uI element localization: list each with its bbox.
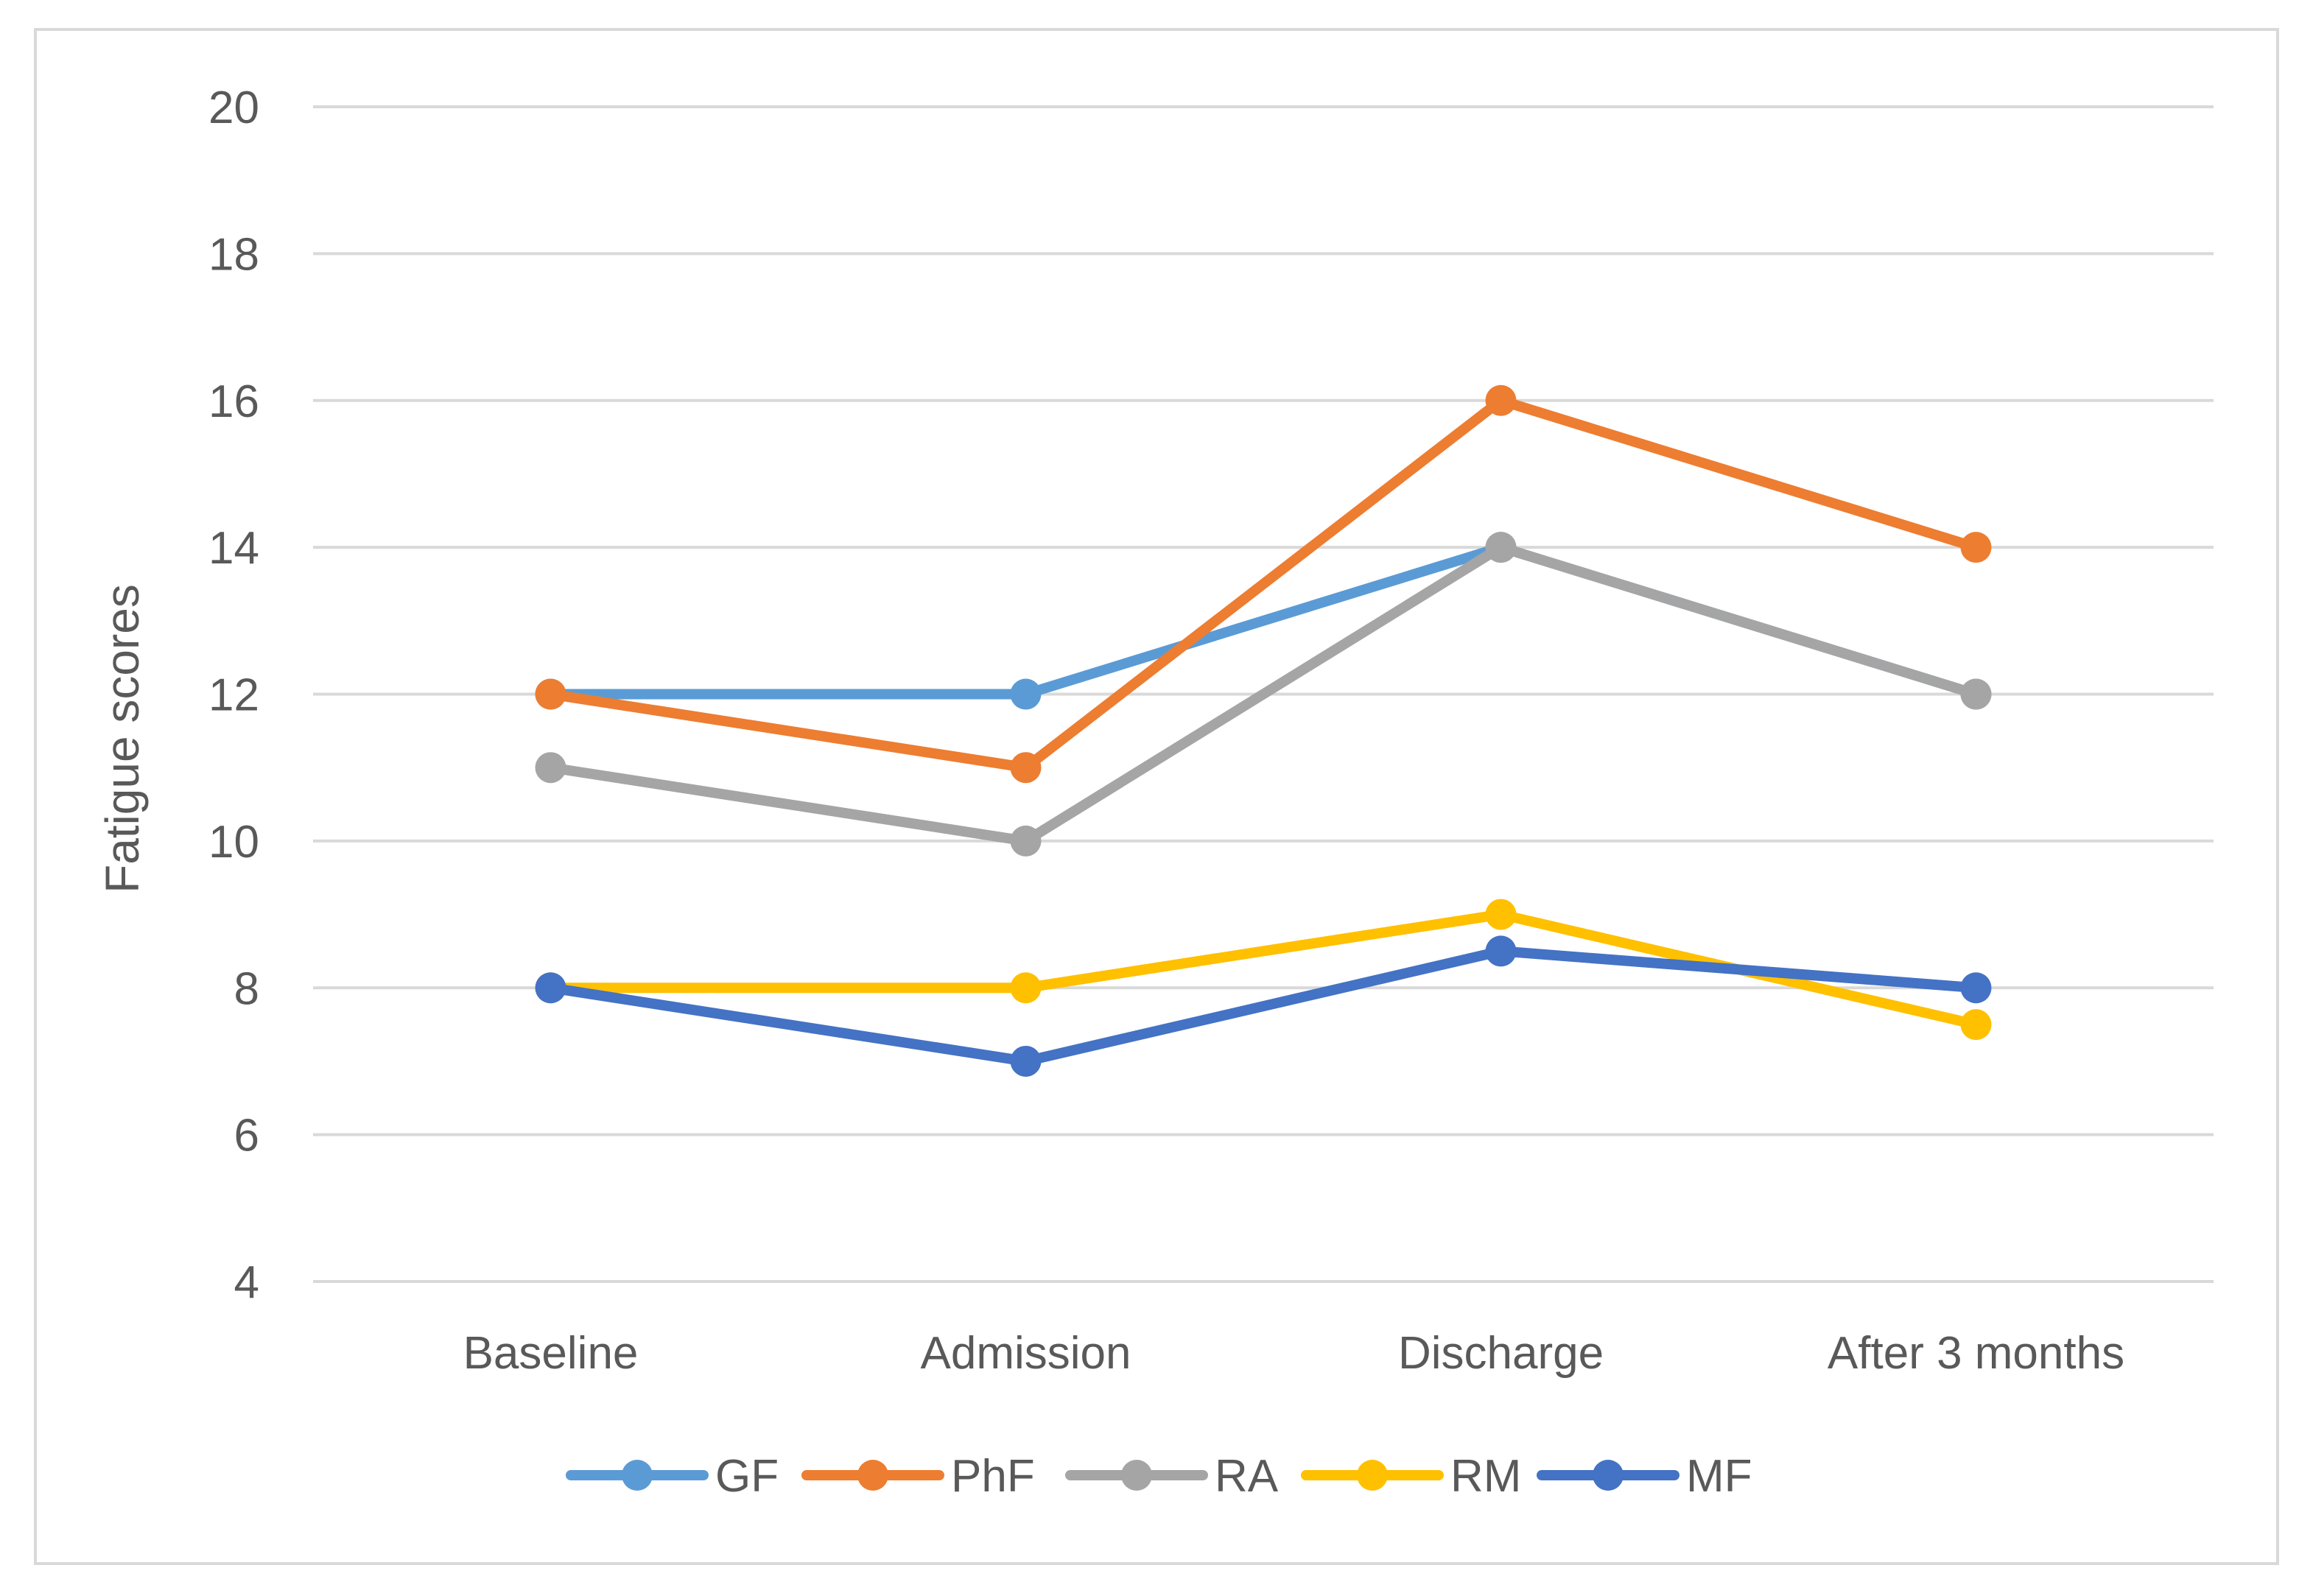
legend-label-rm: RM — [1450, 1451, 1521, 1502]
y-tick-label-6: 6 — [234, 1111, 259, 1161]
x-tick-label-3: After 3 months — [1828, 1328, 2124, 1379]
data-point-mf-0 — [535, 972, 566, 1004]
data-point-ra-2 — [1485, 532, 1517, 563]
x-tick-label-1: Admission — [921, 1328, 1131, 1379]
y-tick-label-14: 14 — [208, 523, 259, 574]
y-tick-label-16: 16 — [208, 376, 259, 427]
data-point-phf-2 — [1485, 384, 1517, 416]
legend-label-gf: GF — [715, 1451, 779, 1502]
gridlines — [313, 105, 2214, 1283]
data-point-ra-3 — [1960, 678, 1992, 710]
data-point-gf-1 — [1010, 678, 1042, 710]
legend-item-mf: MF — [1537, 1451, 1752, 1502]
legend-marker-ra — [1121, 1460, 1152, 1491]
series-line-mf — [545, 946, 1982, 1066]
data-point-mf-2 — [1485, 935, 1517, 967]
data-point-mf-1 — [1010, 1045, 1042, 1077]
legend-item-gf: GF — [566, 1451, 779, 1502]
y-axis-tick-labels: 4 6 8 10 12 14 16 18 20 — [208, 82, 259, 1308]
y-axis-label: Fatigue scores — [96, 584, 149, 893]
series-line-ra — [545, 542, 1982, 846]
x-tick-label-2: Discharge — [1398, 1328, 1604, 1379]
series-line-phf — [545, 395, 1982, 773]
data-point-phf-0 — [535, 678, 566, 710]
legend-marker-phf — [857, 1460, 888, 1491]
data-point-ra-1 — [1010, 825, 1042, 857]
data-point-mf-3 — [1960, 972, 1992, 1004]
y-tick-label-20: 20 — [208, 82, 259, 133]
data-point-rm-3 — [1960, 1009, 1992, 1041]
chart-border — [34, 28, 2279, 1565]
data-point-phf-1 — [1010, 752, 1042, 784]
legend-label-mf: MF — [1686, 1451, 1752, 1502]
y-tick-label-8: 8 — [234, 963, 259, 1014]
series-lines — [535, 384, 1992, 1077]
x-tick-label-0: Baseline — [463, 1328, 639, 1379]
data-point-rm-1 — [1010, 972, 1042, 1004]
legend-label-ra: RA — [1215, 1451, 1279, 1502]
data-point-phf-3 — [1960, 532, 1992, 563]
legend: GF PhF RA RM MF — [566, 1451, 1752, 1502]
legend-item-phf: PhF — [801, 1451, 1035, 1502]
legend-marker-gf — [622, 1460, 653, 1491]
data-point-rm-2 — [1485, 899, 1517, 930]
legend-label-phf: PhF — [951, 1451, 1035, 1502]
data-point-ra-0 — [535, 752, 566, 784]
y-tick-label-18: 18 — [208, 229, 259, 280]
legend-item-rm: RM — [1301, 1451, 1521, 1502]
y-tick-label-12: 12 — [208, 670, 259, 721]
legend-marker-rm — [1357, 1460, 1388, 1491]
y-tick-label-10: 10 — [208, 817, 259, 868]
legend-item-ra: RA — [1065, 1451, 1279, 1502]
legend-marker-mf — [1593, 1460, 1624, 1491]
x-axis-tick-labels: Baseline Admission Discharge After 3 months — [463, 1328, 2125, 1379]
y-tick-label-4: 4 — [234, 1257, 259, 1308]
